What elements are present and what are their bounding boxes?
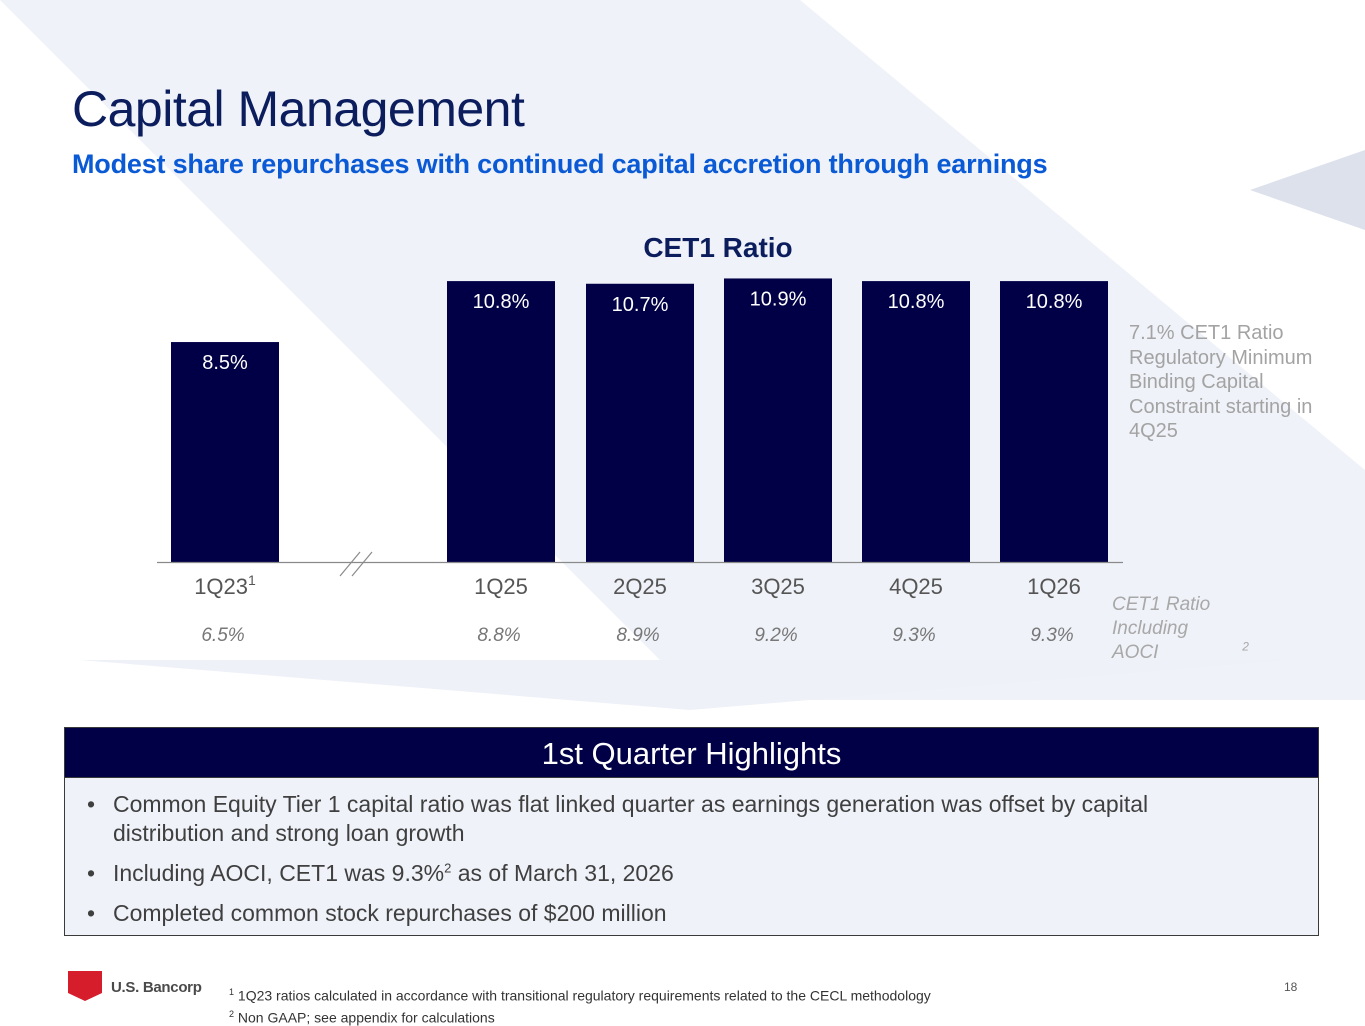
page-title: Capital Management [72,81,525,137]
background-accent-shape [1250,150,1365,230]
cet1-bar-chart: 8.5% 1Q231 6.5% 10.8% 1Q25 8.8% 10.7% 2Q25 8.9% 1… [157,278,1123,646]
axis-break-icon [339,551,373,577]
aoci-value-label: 6.5% [201,625,244,646]
aoci-row-label-text: CET1 Ratio Including AOCI [1112,594,1211,663]
highlight-item: Common Equity Tier 1 capital ratio was f… [87,790,1318,848]
regulatory-minimum-note: 7.1% CET1 Ratio Regulatory Minimum Bindi… [1129,322,1313,442]
footnote-text: 1Q23 ratios calculated in accordance wit… [237,987,931,1004]
page-number: 18 [1284,980,1298,994]
page-subtitle: Modest share repurchases with continued … [72,149,1048,179]
highlight-item: Completed common stock repurchases of $2… [87,899,1318,928]
aoci-row-label: CET1 Ratio Including AOCI 2 [1112,593,1249,665]
aoci-value-label: 9.3% [1030,625,1073,646]
x-tick-label: 1Q25 [474,574,528,599]
background-chevron [80,660,1285,710]
bars-group [171,278,1108,562]
aoci-row-label-superscript: 2 [1242,639,1249,654]
bar-3q25 [724,278,832,562]
aoci-value-label: 9.2% [754,625,797,646]
highlights-header: 1st Quarter Highlights [65,728,1318,778]
shield-icon [68,971,102,1001]
footnote: 1 1Q23 ratios calculated in accordance w… [229,983,931,1005]
x-tick-label: 1Q26 [1027,574,1081,599]
us-bancorp-logo: U.S. Bancorp [68,971,202,1003]
bar-2q25 [586,283,694,562]
aoci-value-label: 8.9% [616,625,659,646]
x-tick-superscript: 1 [248,572,256,588]
footnote-marker: 1 [229,987,235,997]
highlight-item-superscript: 2 [444,860,452,876]
highlight-item-text: Common Equity Tier 1 capital ratio was f… [113,791,1149,846]
highlights-panel: 1st Quarter Highlights Common Equity Tie… [64,727,1319,936]
bar-value-label: 10.8% [1026,291,1083,313]
bar-4q25 [862,281,970,562]
footnote-marker: 2 [229,1008,235,1019]
highlight-item: Including AOCI, CET1 was 9.3%2 as of Mar… [87,859,1318,888]
x-tick-label: 4Q25 [889,574,943,599]
footnote: 2 Non GAAP; see appendix for calculation… [229,1005,931,1026]
highlight-item-text: Completed common stock repurchases of $2… [113,900,667,926]
footnote-text: Non GAAP; see appendix for calculations [237,1009,495,1026]
bar-1q25 [447,281,555,562]
bar-value-label: 10.8% [888,291,945,313]
labels-group: 8.5% 1Q231 6.5% 10.8% 1Q25 8.8% 10.7% 2Q25 8.9% 1… [194,288,1082,646]
bar-value-label: 10.7% [612,294,669,316]
chart-title: CET1 Ratio [643,232,793,263]
bar-value-label: 8.5% [202,352,248,374]
footnotes: 1 1Q23 ratios calculated in accordance w… [229,983,931,1026]
x-tick-label: 2Q25 [613,574,667,599]
highlights-list: Common Equity Tier 1 capital ratio was f… [65,778,1318,928]
bar-value-label: 10.9% [750,288,807,310]
highlight-item-tail: as of March 31, 2026 [451,860,674,886]
bar-1q26 [1000,281,1108,562]
aoci-value-label: 8.8% [477,625,520,646]
bar-value-label: 10.8% [473,291,530,313]
highlight-item-text: Including AOCI, CET1 was 9.3% [113,860,445,886]
x-tick-label: 1Q231 [194,572,256,599]
aoci-value-label: 9.3% [892,625,935,646]
logo-text: U.S. Bancorp [111,979,202,996]
bar-1q23 [171,342,279,562]
x-tick-label: 3Q25 [751,574,805,599]
